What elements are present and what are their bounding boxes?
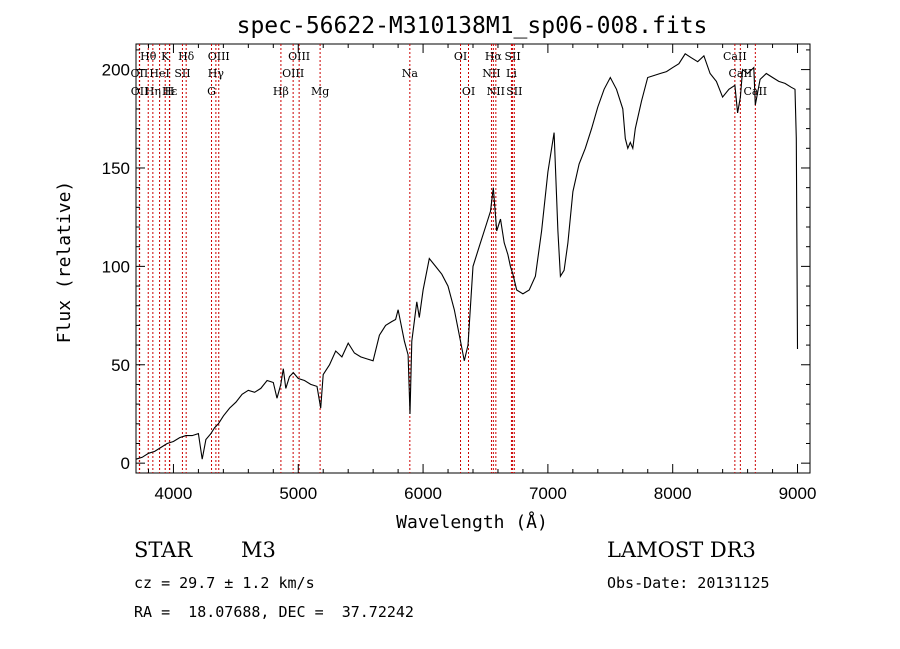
spectral-line-label: OII bbox=[131, 67, 149, 80]
spectral-line-label: G bbox=[207, 85, 216, 98]
spectral-line-label: Hδ bbox=[178, 50, 195, 63]
spectral-line-label: Hγ bbox=[208, 67, 225, 80]
spectral-line-label: OI bbox=[454, 50, 467, 63]
plot-frame bbox=[135, 43, 811, 474]
spectral-line-label: Hβ bbox=[273, 85, 289, 98]
spectral-line-label: OIII bbox=[208, 50, 230, 63]
spectral-line-label: SII bbox=[174, 67, 190, 80]
x-axis-ticks: 4000 5000 6000 7000 8000 9000 bbox=[147, 44, 817, 503]
x-tick-label: 5000 bbox=[279, 484, 317, 503]
spectral-line-label: CaII bbox=[723, 50, 747, 63]
spectral-line-label: CaII bbox=[729, 67, 753, 80]
x-tick-label: 9000 bbox=[779, 484, 817, 503]
y-tick-label: 50 bbox=[111, 356, 130, 375]
spectral-line-label: H bbox=[165, 85, 175, 98]
chart-title: spec-56622-M310138M1_sp06-008.fits bbox=[237, 13, 708, 39]
spectral-line-label: OI bbox=[462, 85, 475, 98]
spectral-line-label: Hη bbox=[145, 85, 161, 98]
spectral-line-label: OII bbox=[131, 85, 149, 98]
survey-name: LAMOST DR3 bbox=[607, 538, 756, 562]
spectral-line-label: SII bbox=[506, 85, 522, 98]
y-tick-label: 0 bbox=[121, 454, 130, 473]
spectral-subclass: M3 bbox=[241, 538, 276, 562]
x-axis-label: Wavelength (Å) bbox=[396, 511, 548, 533]
spectral-line-markers bbox=[138, 44, 756, 473]
x-tick-label: 6000 bbox=[404, 484, 442, 503]
spectral-line-label: OIII bbox=[288, 50, 310, 63]
flux-series-line bbox=[135, 53, 799, 460]
coordinates: RA = 18.07688, DEC = 37.72242 bbox=[134, 603, 414, 621]
y-tick-label: 100 bbox=[102, 257, 130, 276]
y-axis-label: Flux (relative) bbox=[54, 181, 75, 344]
y-tick-label: 200 bbox=[102, 61, 130, 80]
spectral-line-label: NII bbox=[482, 67, 500, 80]
spectral-line-label: HeI bbox=[149, 67, 169, 80]
spectral-line-label: SII bbox=[504, 50, 520, 63]
spectral-line-label: Hε bbox=[162, 85, 178, 98]
y-tick-label: 150 bbox=[102, 159, 130, 178]
y-axis-ticks: 0 50 100 150 200 bbox=[102, 49, 810, 473]
observation-date: Obs-Date: 20131125 bbox=[607, 574, 770, 592]
spectral-line-label: Mg bbox=[311, 85, 329, 98]
spectral-line-label: NII bbox=[487, 85, 505, 98]
spectral-line-label: CaII bbox=[743, 85, 767, 98]
object-class: STAR bbox=[134, 538, 193, 562]
spectral-line-label: Li bbox=[506, 67, 517, 80]
spectral-line-label: OIII bbox=[282, 67, 304, 80]
x-tick-label: 8000 bbox=[654, 484, 692, 503]
spectral-line-label: K bbox=[161, 50, 170, 63]
spectral-line-label: Hα bbox=[485, 50, 503, 63]
spectral-line-label: Na bbox=[402, 67, 419, 80]
spectral-line-label: Hθ bbox=[140, 50, 157, 63]
x-tick-label: 7000 bbox=[529, 484, 567, 503]
redshift-value: cz = 29.7 ± 1.2 km/s bbox=[134, 574, 315, 592]
x-tick-label: 4000 bbox=[155, 484, 193, 503]
